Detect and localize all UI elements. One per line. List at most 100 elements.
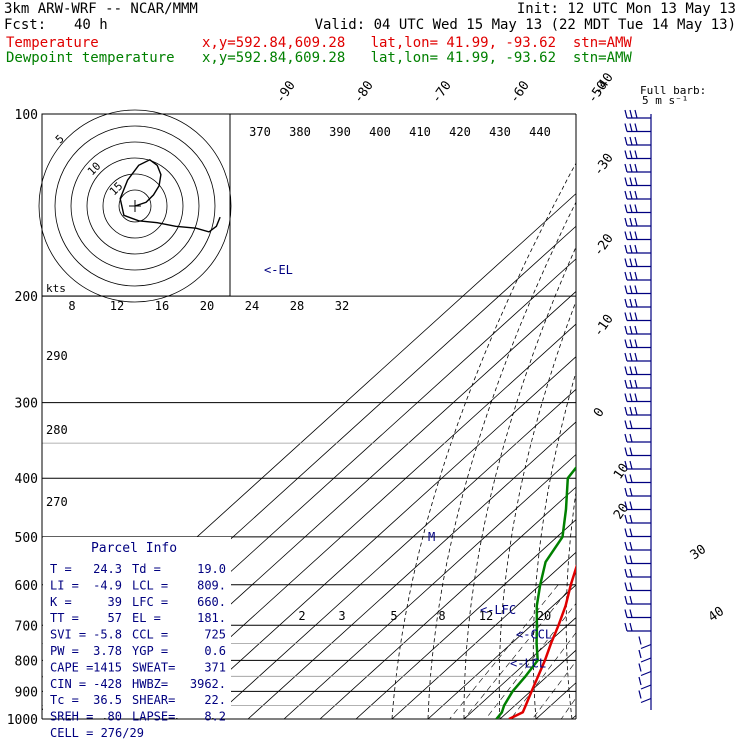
parcel-key: EL = xyxy=(132,611,161,625)
parcel-key: LI = xyxy=(50,578,79,592)
wind-barb-feather xyxy=(629,433,633,443)
theta-label: 420 xyxy=(449,125,471,139)
wind-barb-feather xyxy=(624,190,628,200)
parcel-key: Td = xyxy=(132,562,161,576)
mixing-ratio-label: 8 xyxy=(438,609,445,623)
wind-barb-feather xyxy=(629,204,633,213)
parcel-key: CAPE = xyxy=(50,660,93,674)
wind-barb-feather xyxy=(624,244,628,254)
wind-barb-feather xyxy=(629,555,633,564)
wind-barb xyxy=(640,643,652,650)
dry-adiabat xyxy=(688,114,740,719)
wind-barb-feather xyxy=(629,379,633,389)
dry-adiabat xyxy=(659,114,740,719)
wind-barb xyxy=(640,684,652,690)
wind-barb-feather xyxy=(624,177,628,186)
isotherm xyxy=(391,551,576,719)
wind-barb-feather xyxy=(624,271,628,281)
parcel-value: 39 xyxy=(108,595,122,609)
wind-barb-feather xyxy=(629,568,633,578)
wind-barb-feather xyxy=(624,325,628,335)
isotherm xyxy=(247,421,576,719)
pressure-label: 900 xyxy=(15,685,38,700)
parcel-key: LFC = xyxy=(132,595,168,609)
forecast-hour: 40 h xyxy=(74,17,108,33)
wind-barb-feather xyxy=(629,609,633,618)
parcel-key: CIN = xyxy=(50,677,86,691)
wind-barb-feather xyxy=(629,285,633,294)
dewpoint-legend: Dewpoint temperature xyxy=(6,50,175,66)
hodograph-ring xyxy=(118,189,152,223)
wind-barb-feather xyxy=(634,190,638,200)
wind-barb-feather xyxy=(624,406,628,416)
parcel-key: PW = xyxy=(50,644,79,658)
wind-barb-feather xyxy=(629,325,633,335)
wind-barb-feather xyxy=(624,204,628,213)
wind-barb-feather xyxy=(634,285,638,294)
theta-label: 370 xyxy=(249,125,271,139)
parcel-value: -428 xyxy=(93,677,122,691)
isotherm xyxy=(535,682,576,719)
wind-barb-feather xyxy=(634,163,638,173)
wind-barb-feather xyxy=(624,514,628,524)
pressure-label: 200 xyxy=(15,290,38,305)
wind-barb-feather xyxy=(624,501,628,510)
wind-barb-feather xyxy=(629,123,633,132)
speed-label: 28 xyxy=(290,299,304,313)
parcel-key: SREH = xyxy=(50,710,93,724)
mixing-ratio-label: 2 xyxy=(298,609,305,623)
wind-barb-feather xyxy=(624,163,628,173)
parcel-value: 8.2 xyxy=(204,710,226,724)
isotherm-label: -20 xyxy=(591,231,617,259)
wind-barb-feather xyxy=(634,204,638,213)
level-marker-lcl: <-LCL xyxy=(510,656,546,670)
isotherm xyxy=(427,584,576,719)
parcel-key: TT = xyxy=(50,611,79,625)
mixing-ratio-label: 5 xyxy=(390,609,397,623)
parcel-key: K = xyxy=(50,595,72,609)
level-marker-ccl: <-CCL xyxy=(516,628,552,642)
parcel-value: 3962. xyxy=(190,677,226,691)
hodograph-ring xyxy=(102,173,168,239)
speed-label: 20 xyxy=(200,299,214,313)
wind-barb-feather xyxy=(634,231,638,240)
theta-label: 390 xyxy=(329,125,351,139)
isotherm-label: 20 xyxy=(611,501,632,522)
wind-barb-feather xyxy=(624,474,628,483)
wind-barb-feather xyxy=(638,649,642,659)
wind-barb-feather xyxy=(638,690,642,699)
wind-barb-feather xyxy=(634,352,638,362)
wind-barb-feather xyxy=(629,352,633,362)
pressure-label: 700 xyxy=(15,619,38,634)
wind-barb-feather xyxy=(624,298,628,308)
wind-barb-feather xyxy=(634,393,638,402)
wind-barb-feather xyxy=(629,217,633,227)
wind-barb-feather xyxy=(624,568,628,578)
wind-barb-feather xyxy=(634,379,638,389)
parcel-key: SHEAR= xyxy=(132,693,175,707)
isotherm-label: -90 xyxy=(273,78,299,106)
isotherm-label: 30 xyxy=(688,542,709,563)
mixing-ratio-line xyxy=(510,632,576,719)
wind-barb-feather xyxy=(624,447,628,456)
pressure-label: 1000 xyxy=(7,713,38,728)
pressure-label: 100 xyxy=(15,108,38,123)
dry-adiabat xyxy=(717,114,740,719)
isotherm xyxy=(211,388,576,719)
wind-barb-feather xyxy=(629,406,633,416)
isotherm xyxy=(139,323,576,719)
wind-barb-feather xyxy=(624,622,628,632)
dry-adiabat xyxy=(463,246,576,719)
mixing-ratio-line xyxy=(560,697,576,719)
wind-barb-feather xyxy=(624,136,628,146)
wind-barb-feather xyxy=(629,528,633,537)
dry-adiabat xyxy=(391,162,576,719)
wind-barb-feather xyxy=(624,555,628,564)
wind-barb xyxy=(640,670,652,677)
isotherm xyxy=(283,453,576,719)
level-marker-m: M xyxy=(428,530,435,544)
theta-label: 400 xyxy=(369,125,391,139)
parcel-value: 0.6 xyxy=(204,644,226,658)
parcel-key: LCL = xyxy=(132,578,168,592)
wind-barb-feather xyxy=(624,150,628,159)
